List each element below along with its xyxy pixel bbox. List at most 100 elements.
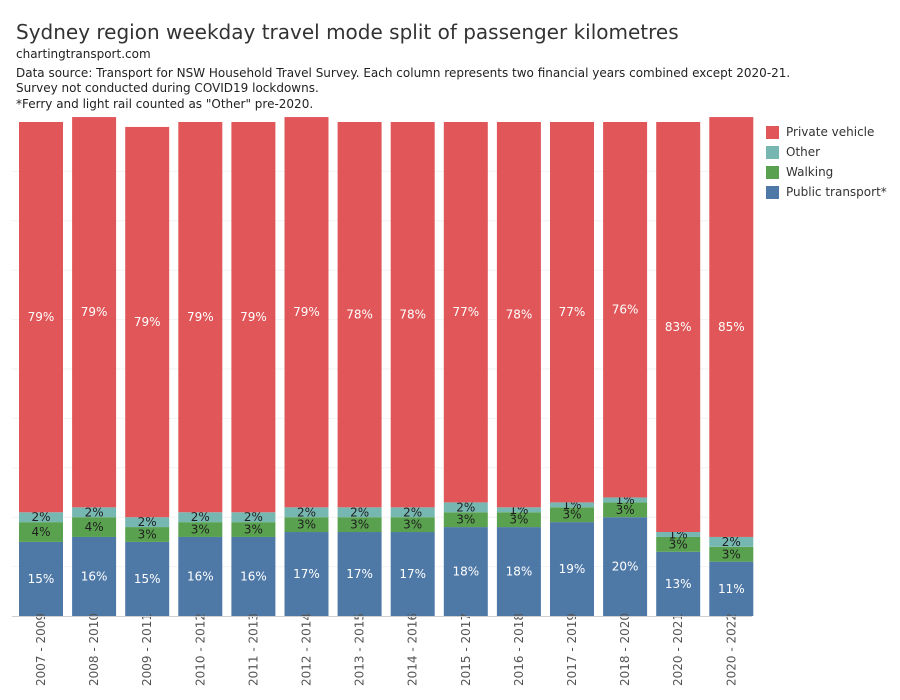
x-tick-label: 2020 - 2021 (671, 613, 685, 686)
bar-segment (178, 512, 223, 523)
data-label: 2% (85, 505, 104, 519)
legend-item: Walking (766, 162, 887, 182)
data-label: 3% (244, 523, 263, 537)
data-label: 78% (399, 308, 426, 322)
bar-segment (603, 497, 648, 503)
legend-swatch (766, 165, 779, 179)
bar-segment (390, 532, 435, 616)
bar-segment (496, 512, 541, 528)
x-tick-label: 2011 - 2013 (246, 613, 260, 686)
data-label: 85% (718, 320, 745, 334)
data-label: 2% (456, 500, 475, 514)
legend-swatch (766, 185, 779, 199)
bar-segment (284, 517, 329, 533)
data-label: 79% (187, 310, 214, 324)
bar-segment (231, 522, 276, 537)
bar-segment (284, 532, 329, 616)
bar-segment (443, 512, 488, 528)
bar-segment (550, 522, 594, 616)
bar-segment (390, 517, 435, 533)
legend-label: Public transport* (786, 185, 887, 199)
x-tick-label: 2017 - 2019 (565, 613, 579, 686)
bar-segment (709, 536, 754, 547)
data-label: 20% (612, 560, 639, 574)
bar-segment (443, 527, 488, 616)
bar-segment (19, 541, 63, 616)
data-label: 3% (350, 518, 369, 532)
x-tick-label: 2010 - 2012 (193, 613, 207, 686)
bar-segment (337, 532, 382, 616)
data-label: 15% (28, 572, 55, 586)
legend: Private vehicle Other Walking Public transp… (766, 122, 887, 202)
bar-segment (72, 536, 117, 616)
bar-segment (284, 117, 329, 508)
data-label: 2% (403, 505, 422, 519)
bar-segment (443, 502, 488, 513)
data-label: 79% (240, 310, 267, 324)
legend-label: Walking (786, 165, 834, 179)
data-label: 78% (346, 308, 373, 322)
data-label: 11% (718, 582, 745, 596)
legend-item: Private vehicle (766, 122, 887, 142)
data-label: 3% (509, 513, 528, 527)
x-tick-label: 2016 - 2018 (512, 613, 526, 686)
data-label: 3% (297, 518, 316, 532)
data-label: 3% (722, 547, 741, 561)
data-label: 2% (31, 510, 50, 524)
data-label: 3% (616, 503, 635, 517)
data-label: 76% (612, 303, 639, 317)
legend-label: Other (786, 145, 821, 159)
data-label: 79% (134, 315, 161, 329)
data-label: 2% (350, 505, 369, 519)
bar-segment (19, 512, 63, 523)
data-label: 13% (665, 577, 692, 591)
data-label: 3% (669, 537, 688, 551)
legend-label: Private vehicle (786, 125, 875, 139)
bar-segment (19, 122, 63, 513)
data-label: 79% (28, 310, 55, 324)
x-tick-label: 2009 - 2011 (140, 613, 154, 686)
bar-segment (125, 541, 170, 616)
bar-segment (72, 507, 117, 518)
data-label: 3% (456, 513, 475, 527)
bar-segment (125, 517, 170, 528)
data-label: 2% (722, 535, 741, 549)
data-label: 16% (81, 569, 108, 583)
bar-segment (550, 122, 594, 503)
x-tick-label: 2015 - 2017 (459, 613, 473, 686)
bar-segment (709, 117, 754, 537)
bar-segment (284, 507, 329, 518)
bar-segment (337, 507, 382, 518)
legend-swatch (766, 125, 779, 139)
x-tick-label: 2008 - 2010 (87, 613, 101, 686)
data-label: 16% (240, 569, 267, 583)
data-label: 17% (346, 567, 373, 581)
data-label: 4% (31, 525, 50, 539)
data-label: 2% (138, 515, 157, 529)
bar-segment (496, 507, 541, 513)
data-label: 79% (293, 305, 320, 319)
bar-segment (337, 122, 382, 508)
data-label: 83% (665, 320, 692, 334)
bar-segment (231, 122, 276, 513)
legend-swatch (766, 145, 779, 159)
data-label: 17% (293, 567, 320, 581)
bar-segment (390, 122, 435, 508)
bar-segment (550, 507, 594, 523)
bar-segment (231, 512, 276, 523)
bar-segment (709, 546, 754, 562)
bar-segment (603, 502, 648, 518)
bar-segment (337, 517, 382, 533)
bar-segment (72, 117, 117, 508)
data-label: 16% (187, 569, 214, 583)
x-tick-label: 2018 - 2020 (618, 613, 632, 686)
bar-segment (603, 122, 648, 498)
bar-segment (72, 517, 117, 537)
bar-segment (178, 536, 223, 616)
bar-segment (231, 536, 276, 616)
x-tick-label: 2012 - 2014 (300, 613, 314, 686)
bar-segment (178, 522, 223, 537)
data-label: 78% (506, 308, 533, 322)
bar-segment (656, 536, 701, 552)
